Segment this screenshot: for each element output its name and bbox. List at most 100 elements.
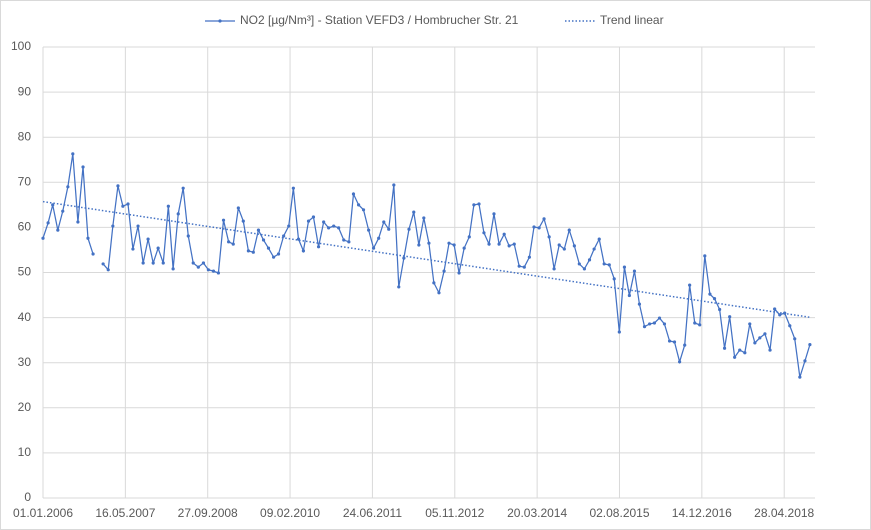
data-point: [287, 224, 291, 228]
data-point: [392, 183, 396, 187]
data-point: [562, 247, 566, 251]
data-point: [101, 262, 105, 266]
x-tick-label: 16.05.2007: [95, 506, 155, 520]
y-tick-label: 40: [18, 310, 32, 324]
data-point: [311, 215, 316, 219]
y-tick-label: 50: [18, 265, 32, 279]
data-point: [211, 269, 216, 273]
data-point: [367, 228, 371, 232]
data-point: [56, 228, 60, 232]
y-tick-label: 10: [18, 445, 32, 459]
data-point: [191, 261, 195, 265]
data-point: [261, 238, 266, 242]
data-point: [472, 203, 476, 207]
data-point: [502, 232, 506, 236]
data-point: [316, 245, 321, 249]
data-point: [126, 202, 130, 206]
y-tick-label: 80: [18, 129, 32, 143]
data-point: [487, 242, 491, 246]
data-point: [602, 262, 606, 266]
data-point: [251, 250, 255, 254]
data-point: [166, 204, 170, 208]
data-point: [698, 323, 702, 327]
data-point: [377, 236, 381, 240]
data-point: [111, 224, 115, 228]
data-point: [778, 313, 782, 317]
data-point: [206, 268, 210, 272]
data-point: [356, 203, 361, 207]
data-point: [678, 360, 682, 364]
data-point: [397, 285, 401, 289]
data-point: [327, 226, 331, 230]
x-tick-label: 20.03.2014: [507, 506, 567, 520]
data-point: [597, 237, 601, 241]
data-point: [753, 341, 757, 345]
legend-label: Trend linear: [600, 13, 664, 27]
data-point: [291, 186, 295, 190]
legend-swatch: [218, 19, 222, 23]
data-point: [572, 244, 576, 248]
data-point: [662, 322, 667, 326]
data-point: [462, 246, 466, 250]
data-point: [51, 203, 55, 207]
data-point: [592, 247, 596, 251]
x-tick-label: 09.02.2010: [260, 506, 320, 520]
data-point: [808, 343, 812, 347]
data-point: [607, 263, 611, 267]
data-point: [793, 337, 797, 341]
data-point: [236, 206, 240, 210]
data-point: [587, 258, 592, 262]
x-tick-label: 24.06.2011: [343, 506, 402, 520]
data-point: [322, 220, 326, 224]
legend-label: NO2 [µg/Nm³] - Station VEFD3 / Hombruche…: [240, 13, 519, 27]
data-point: [733, 355, 737, 359]
data-point: [66, 185, 70, 189]
data-point: [241, 219, 245, 223]
data-point: [728, 315, 732, 319]
data-point: [622, 265, 627, 269]
data-point: [427, 241, 431, 245]
data-point: [567, 228, 571, 232]
data-point: [667, 339, 672, 343]
data-point: [161, 261, 165, 265]
data-point: [271, 255, 276, 259]
data-point: [497, 242, 501, 246]
data-point: [221, 218, 226, 222]
data-point: [402, 256, 406, 260]
data-point: [176, 212, 180, 216]
data-point: [552, 267, 556, 271]
data-point: [722, 346, 727, 350]
data-point: [798, 375, 802, 379]
data-point: [387, 227, 391, 231]
data-point: [542, 217, 546, 221]
data-point: [617, 330, 621, 334]
data-point: [693, 321, 697, 325]
data-point: [186, 234, 190, 238]
data-point: [582, 267, 587, 271]
data-point: [688, 283, 692, 287]
data-point: [683, 343, 687, 347]
data-point: [467, 235, 471, 239]
data-point: [141, 261, 145, 265]
data-point: [231, 242, 235, 246]
data-point: [282, 234, 286, 238]
data-point: [412, 210, 416, 214]
y-tick-label: 100: [11, 39, 31, 53]
data-point: [763, 332, 767, 336]
data-point: [507, 244, 511, 248]
x-tick-label: 28.04.2018: [754, 506, 814, 520]
x-tick-label: 14.12.2016: [672, 506, 732, 520]
data-point: [447, 241, 451, 245]
data-point: [442, 269, 446, 273]
data-point: [492, 212, 496, 216]
data-point: [276, 252, 281, 256]
data-point: [703, 254, 707, 258]
data-point: [216, 271, 221, 275]
data-point: [547, 235, 551, 239]
data-point: [768, 348, 772, 352]
data-point: [361, 208, 366, 212]
data-point: [121, 204, 125, 208]
x-tick-label: 02.08.2015: [589, 506, 649, 520]
data-point: [136, 224, 140, 228]
